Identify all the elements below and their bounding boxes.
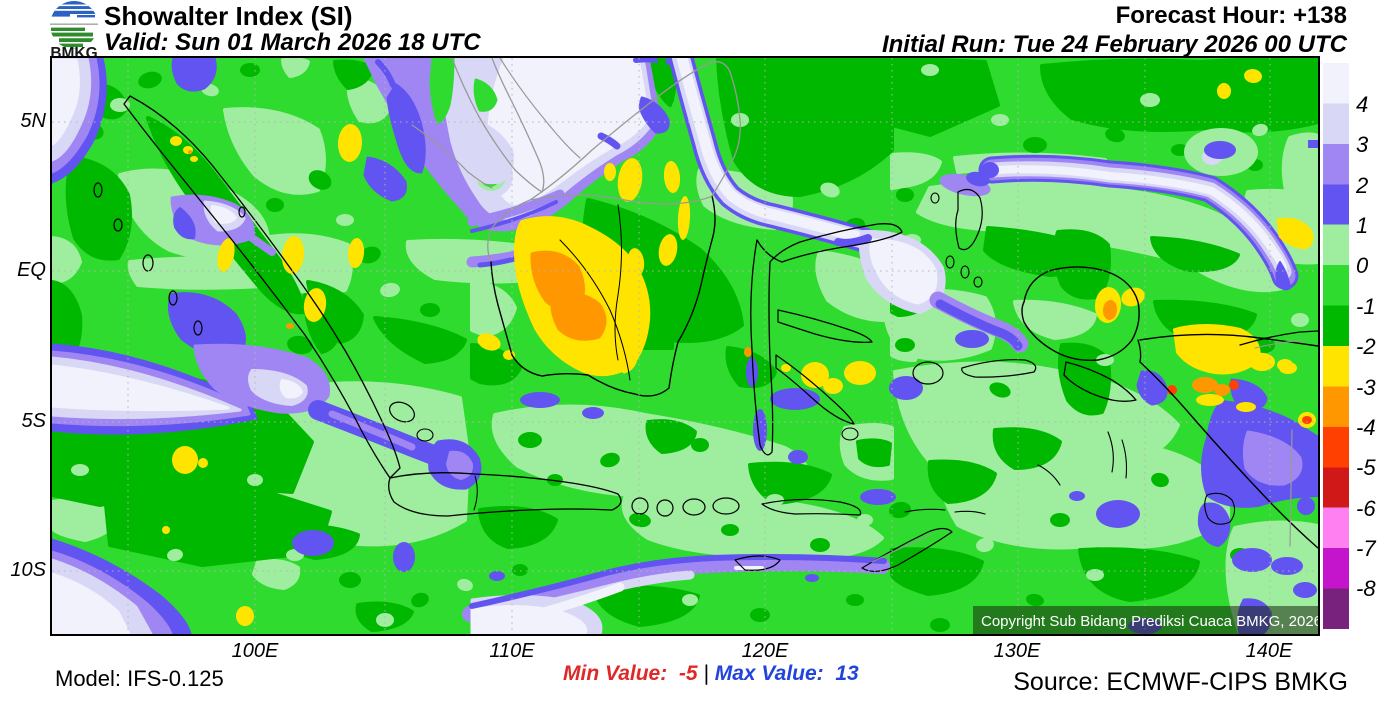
svg-text:Copyright Sub Bidang Prediksi: Copyright Sub Bidang Prediksi Cuaca BMKG… <box>981 613 1320 630</box>
